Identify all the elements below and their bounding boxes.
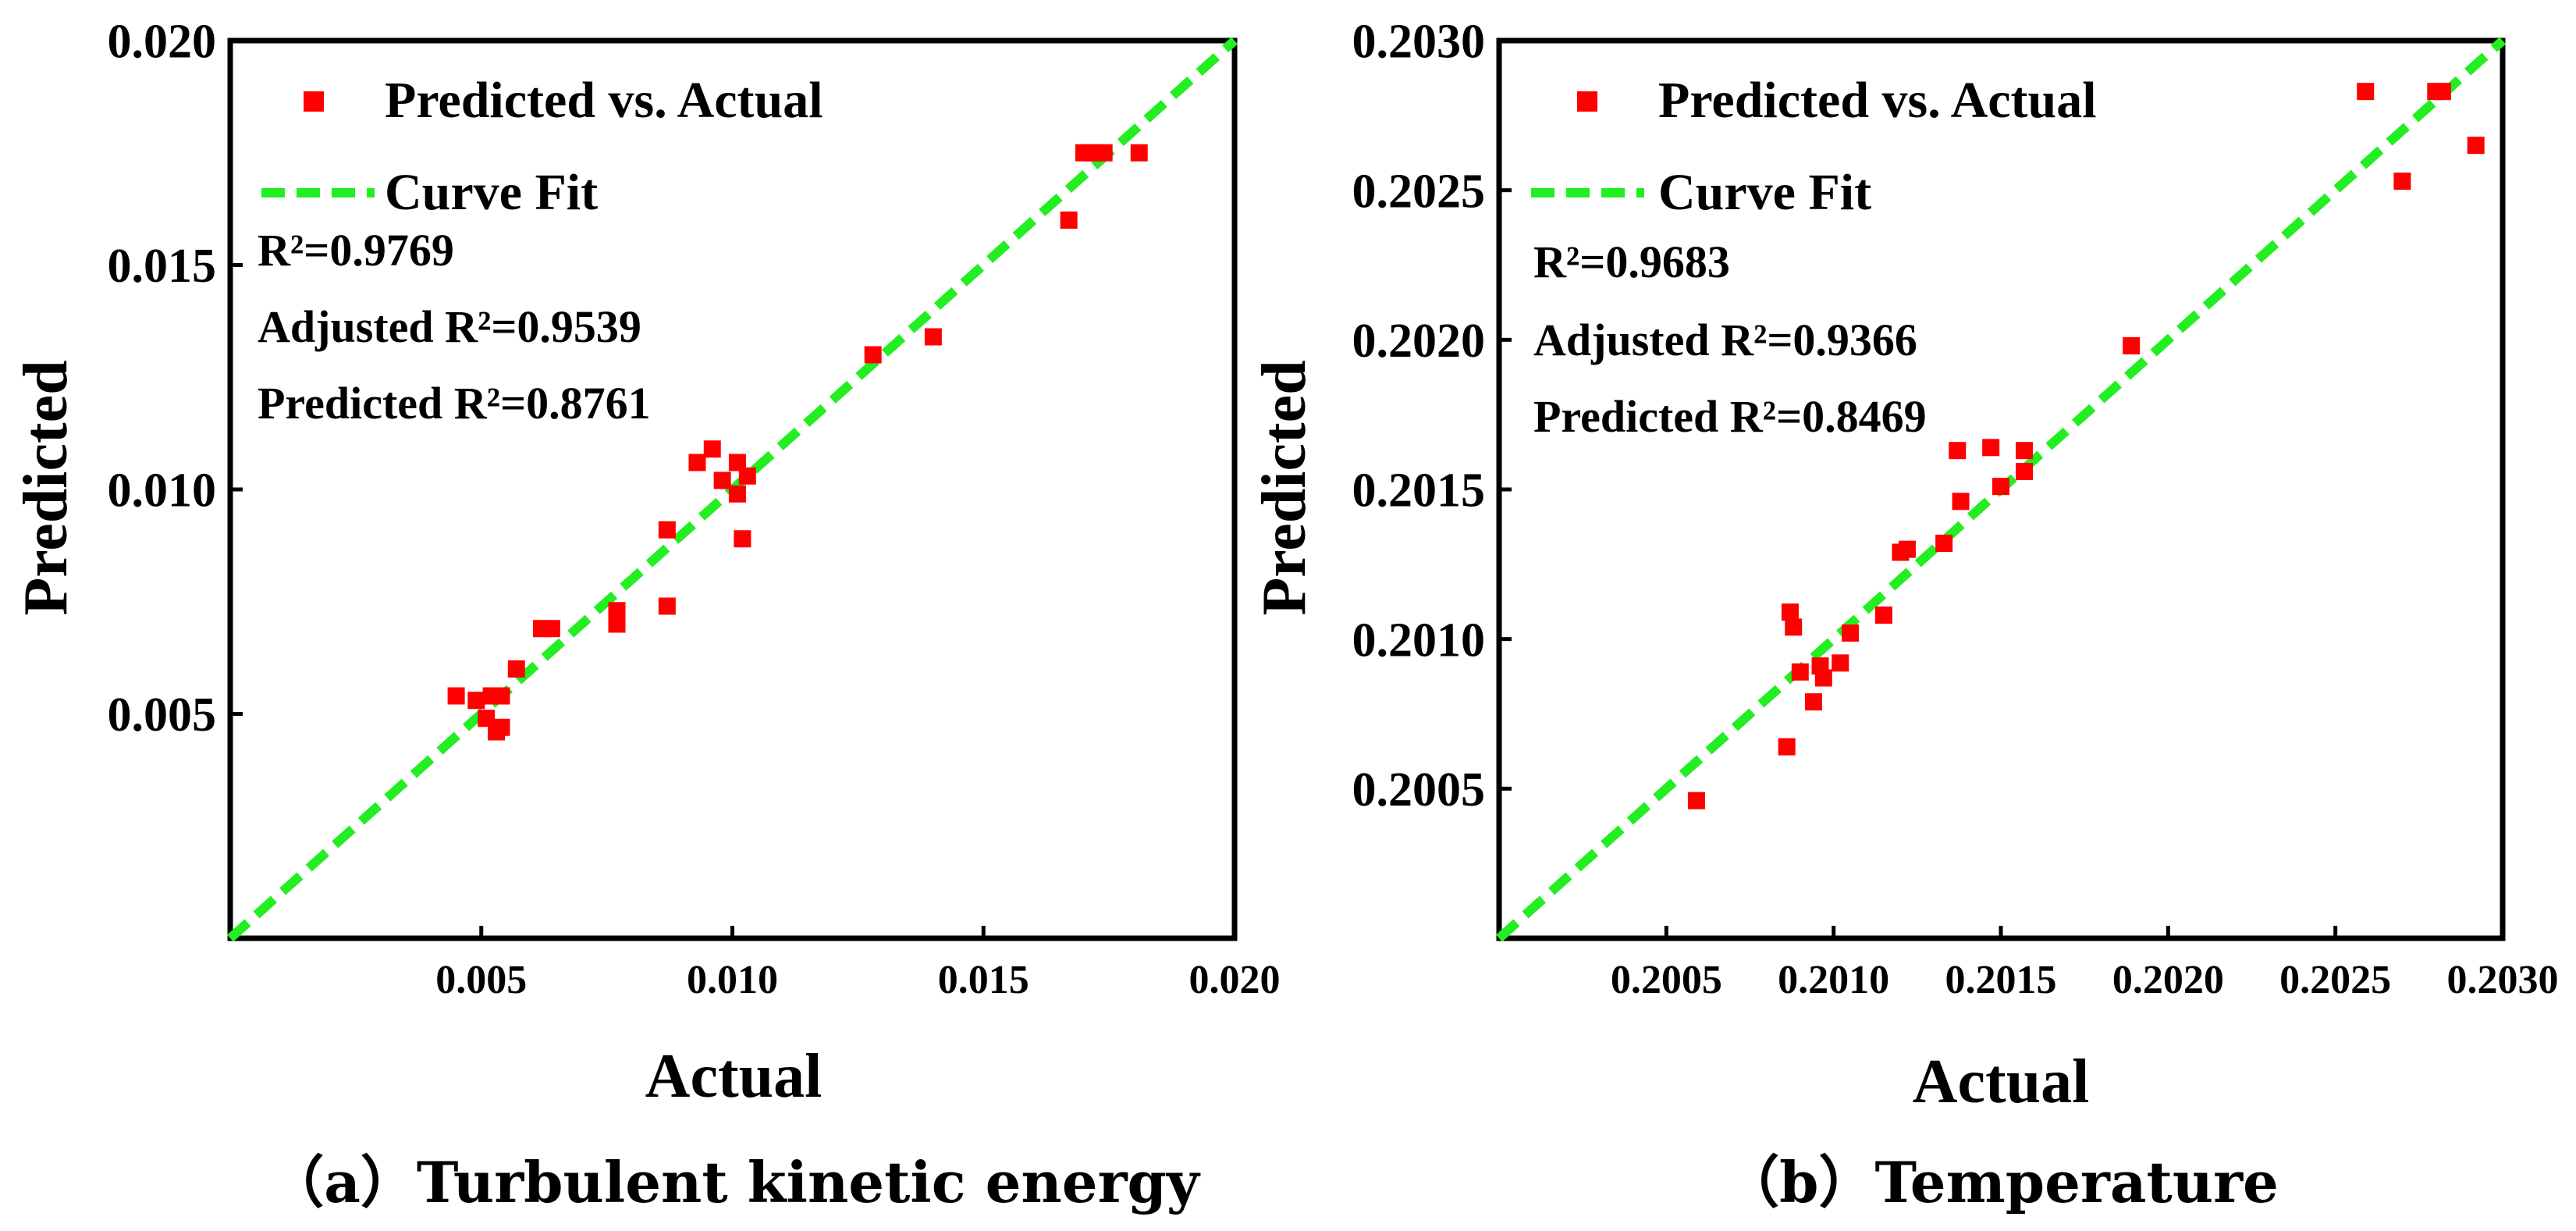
x-tick-label: 0.020 bbox=[1189, 958, 1281, 1002]
y-axis-title: Predicted bbox=[12, 360, 80, 615]
data-point bbox=[1781, 603, 1799, 621]
data-point bbox=[1949, 442, 1967, 460]
data-point bbox=[1095, 144, 1113, 162]
data-point bbox=[728, 485, 746, 503]
stat-r-squared: R²=0.9683 bbox=[1533, 237, 1730, 287]
stat-predicted-r-squared: Predicted R²=0.8761 bbox=[258, 378, 651, 429]
data-point bbox=[608, 602, 626, 620]
data-point bbox=[2123, 337, 2141, 354]
data-point bbox=[728, 454, 746, 471]
data-point bbox=[1982, 439, 2000, 457]
x-axis-title: Actual bbox=[645, 1042, 823, 1111]
ticks-layer: 0.2005 0.2010 0.2015 0.2020 0.2025 0.2030 0.20… bbox=[1352, 16, 2559, 1002]
legend-point-marker bbox=[1577, 91, 1597, 112]
data-point bbox=[447, 687, 465, 705]
data-point bbox=[507, 660, 525, 678]
stat-r-squared: R²=0.9769 bbox=[258, 225, 454, 276]
data-point bbox=[1785, 618, 1803, 636]
y-tick-label: 0.2010 bbox=[1352, 614, 1486, 667]
legend-points-label: Predicted vs. Actual bbox=[385, 72, 823, 129]
data-point bbox=[1687, 792, 1705, 809]
x-axis-title: Actual bbox=[1913, 1048, 2090, 1116]
data-point bbox=[2016, 442, 2034, 460]
data-point bbox=[1842, 624, 1860, 642]
data-point bbox=[1130, 144, 1148, 162]
data-point bbox=[1935, 535, 1953, 552]
data-point bbox=[467, 692, 485, 710]
data-point bbox=[658, 597, 676, 615]
stat-predicted-r-squared: Predicted R²=0.8469 bbox=[1533, 391, 1927, 442]
x-tick-label: 0.2020 bbox=[2112, 958, 2224, 1002]
data-point bbox=[1952, 493, 1970, 511]
data-point bbox=[2433, 83, 2451, 101]
panel-b-temperature: 0.2005 0.2010 0.2015 0.2020 0.2025 0.2030 0.20… bbox=[1250, 16, 2559, 1215]
data-point bbox=[2357, 83, 2375, 101]
data-point bbox=[1992, 478, 2009, 496]
panel-a-turbulent-kinetic-energy: 0.005 0.010 0.015 0.020 0.005 0.010 0.015 0.020… bbox=[12, 16, 1281, 1215]
data-point bbox=[1060, 212, 1078, 229]
data-point bbox=[738, 467, 756, 485]
data-point bbox=[2393, 173, 2411, 190]
data-point bbox=[1832, 654, 1849, 672]
data-point bbox=[734, 530, 751, 548]
data-point bbox=[608, 615, 626, 633]
data-point bbox=[1791, 663, 1809, 681]
y-tick-label: 0.2020 bbox=[1352, 315, 1486, 368]
ticks-layer: 0.005 0.010 0.015 0.020 0.005 0.010 0.015 0.020 bbox=[108, 16, 1281, 1002]
y-tick-label: 0.005 bbox=[108, 688, 217, 742]
y-tick-label: 0.2005 bbox=[1352, 763, 1486, 817]
x-tick-label: 0.010 bbox=[687, 958, 778, 1002]
stat-adjusted-r-squared: Adjusted R²=0.9366 bbox=[1533, 315, 1917, 365]
data-point bbox=[542, 620, 560, 638]
data-point bbox=[864, 346, 882, 364]
data-point bbox=[1804, 693, 1822, 711]
y-axis-title: Predicted bbox=[1250, 360, 1319, 615]
data-point bbox=[492, 687, 510, 705]
panel-caption: （a）Turbulent kinetic energy bbox=[268, 1149, 1201, 1215]
data-point bbox=[2467, 137, 2485, 155]
data-point bbox=[1898, 540, 1916, 558]
points-layer bbox=[447, 144, 1148, 741]
panel-caption: （b）Temperature bbox=[1723, 1149, 2279, 1215]
legend-fit-label: Curve Fit bbox=[385, 164, 598, 221]
legend-fit-label: Curve Fit bbox=[1658, 164, 1871, 221]
data-point bbox=[2016, 463, 2034, 480]
y-tick-label: 0.020 bbox=[108, 16, 217, 69]
data-point bbox=[713, 471, 731, 489]
x-tick-label: 0.2015 bbox=[1945, 958, 2057, 1002]
x-tick-label: 0.2005 bbox=[1611, 958, 1722, 1002]
y-tick-label: 0.2030 bbox=[1352, 16, 1486, 69]
x-tick-label: 0.2025 bbox=[2279, 958, 2391, 1002]
data-point bbox=[703, 440, 721, 458]
y-tick-label: 0.2015 bbox=[1352, 464, 1486, 518]
y-tick-label: 0.015 bbox=[108, 240, 217, 293]
points-layer bbox=[1687, 83, 2485, 809]
data-point bbox=[1874, 607, 1892, 624]
data-point bbox=[924, 328, 942, 346]
data-point bbox=[492, 718, 510, 736]
y-tick-label: 0.010 bbox=[108, 464, 217, 518]
data-point bbox=[1814, 669, 1832, 687]
x-tick-label: 0.015 bbox=[938, 958, 1029, 1002]
legend-point-marker bbox=[304, 91, 324, 112]
data-point bbox=[658, 521, 676, 539]
x-tick-label: 0.005 bbox=[435, 958, 527, 1002]
legend-points-label: Predicted vs. Actual bbox=[1658, 72, 2097, 129]
x-tick-label: 0.2030 bbox=[2447, 958, 2559, 1002]
y-tick-label: 0.2025 bbox=[1352, 165, 1486, 218]
data-point bbox=[1778, 738, 1796, 756]
stat-adjusted-r-squared: Adjusted R²=0.9539 bbox=[258, 301, 641, 352]
data-point bbox=[688, 454, 706, 471]
x-tick-label: 0.2010 bbox=[1778, 958, 1889, 1002]
data-point bbox=[478, 710, 496, 728]
